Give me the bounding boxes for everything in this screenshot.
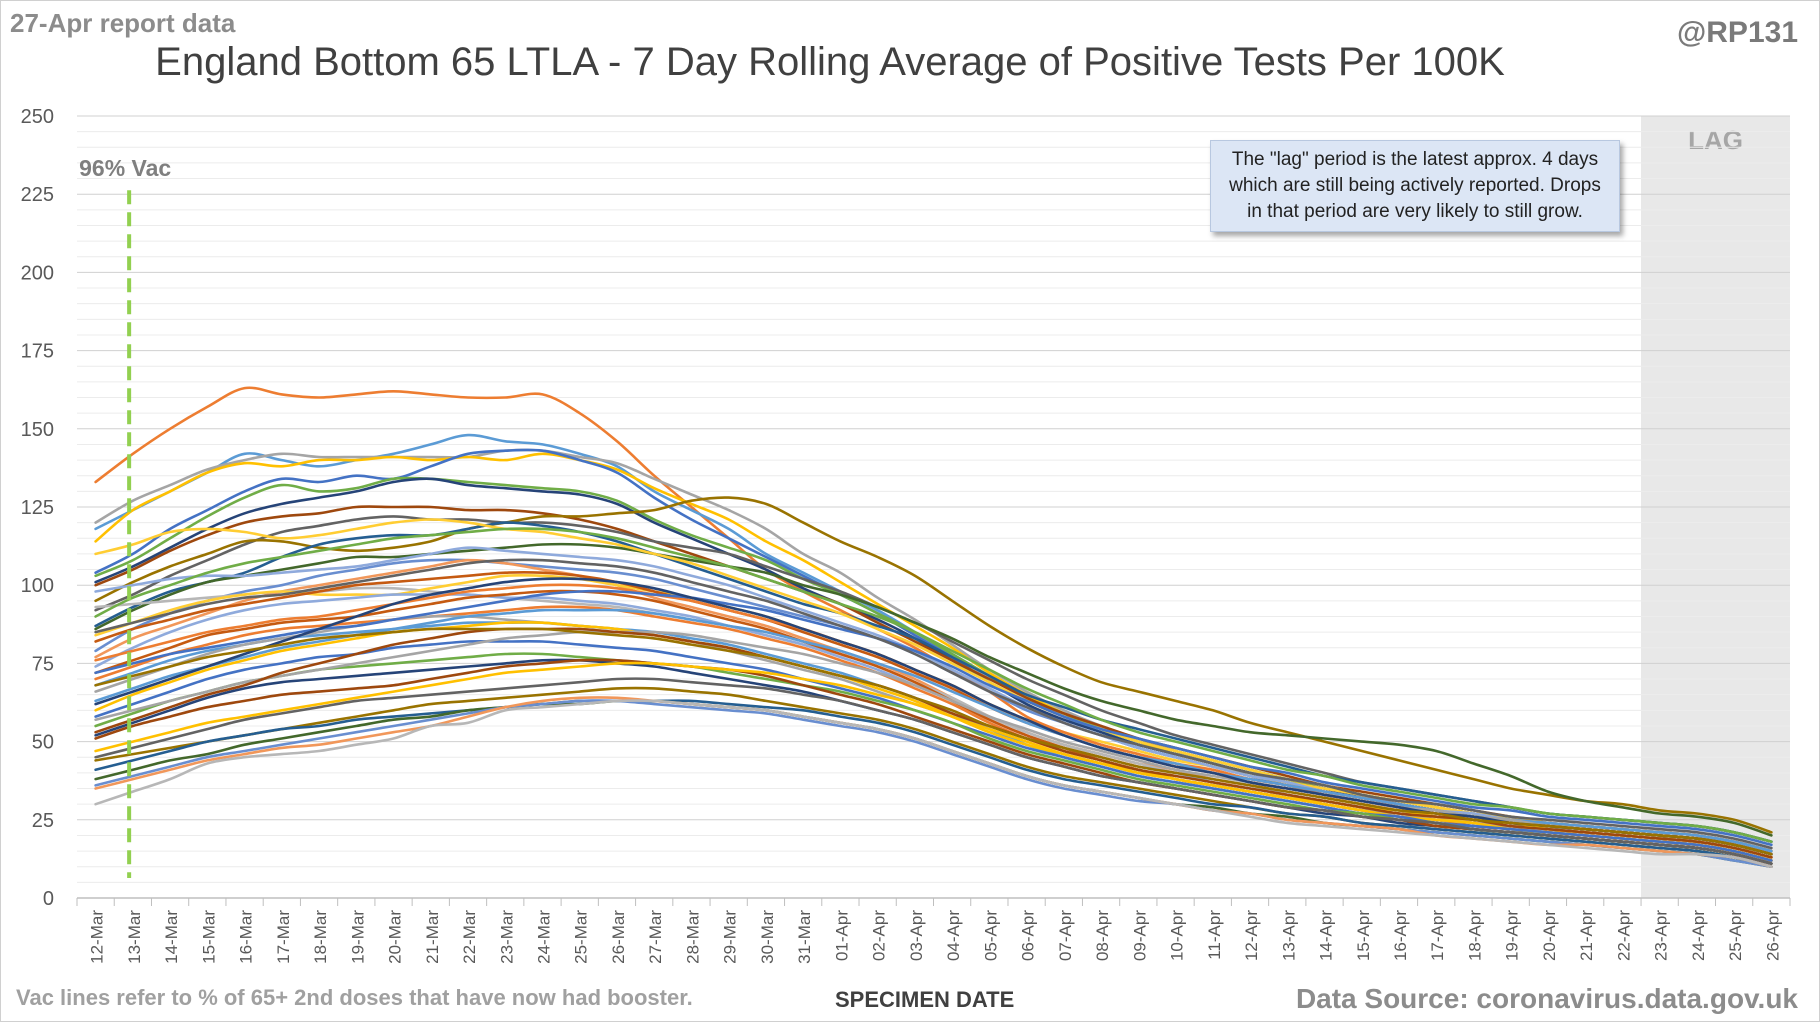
x-tick-label: 26-Mar [609,910,628,964]
x-tick-label: 15-Mar [199,910,218,964]
x-tick-label: 25-Mar [572,910,591,964]
series-line [94,577,1773,856]
series-line [94,542,1773,837]
chart-title: England Bottom 65 LTLA - 7 Day Rolling A… [155,40,1505,84]
series-line [94,699,1773,868]
series-line [94,589,1773,847]
x-tick-label: 20-Mar [386,910,405,964]
y-tick-label: 100 [21,575,54,597]
x-tick-label: 21-Apr [1577,910,1596,961]
x-tick-label: 04-Apr [944,910,963,961]
series-line [94,527,1773,843]
x-tick-label: 20-Apr [1540,910,1559,961]
vac-label: 96% Vac [79,155,171,181]
series-line [94,677,1773,865]
x-tick-label: 09-Apr [1130,910,1149,961]
series-line [94,699,1773,868]
x-tick-label: 14-Mar [162,910,181,964]
y-tick-label: 75 [32,653,54,675]
y-tick-label: 150 [21,419,54,441]
report-date: 27-Apr report data [10,8,236,38]
x-tick-label: 17-Mar [274,910,293,964]
x-tick-label: 18-Mar [311,910,330,964]
x-tick-label: 10-Apr [1168,910,1187,961]
series-lines [94,386,1773,868]
lag-note: The "lag" period is the latest approx. 4… [1210,140,1620,232]
author-handle: @RP131 [1677,16,1798,49]
x-tick-label: 31-Mar [795,910,814,964]
x-tick-label: 06-Apr [1019,910,1038,961]
x-tick-label: 12-Apr [1242,910,1261,961]
x-tick-label: 26-Apr [1763,910,1782,961]
series-line [94,621,1773,862]
series-line [94,496,1773,834]
x-tick-label: 22-Apr [1614,910,1633,961]
x-axis-label: SPECIMEN DATE [835,987,1015,1012]
series-line [94,630,1773,856]
x-tick-label: 19-Apr [1503,910,1522,961]
lag-label: LAG [1688,125,1743,155]
y-tick-label: 250 [21,106,54,128]
x-tick-label: 21-Mar [423,910,442,964]
series-line [94,546,1773,853]
gridlines [77,115,1790,899]
x-tick-label: 02-Apr [870,910,889,961]
x-tick-label: 25-Apr [1726,910,1745,961]
y-tick-label: 25 [32,810,54,832]
x-tick-label: 16-Apr [1391,910,1410,961]
x-tick-label: 11-Apr [1205,910,1224,960]
x-tick-label: 28-Mar [683,910,702,964]
x-tick-label: 27-Mar [646,910,665,964]
vac-footnote: Vac lines refer to % of 65+ 2nd doses th… [16,985,693,1010]
series-line [94,521,1773,843]
data-source: Data Source: coronavirus.data.gov.uk [1295,983,1798,1014]
y-tick-label: 175 [21,341,54,363]
x-tick-label: 23-Mar [497,910,516,964]
x-tick-label: 15-Apr [1354,910,1373,961]
series-line [94,518,1773,853]
x-tick-label: 12-Mar [88,910,107,964]
x-tick-label: 19-Mar [348,910,367,964]
x-tick-label: 13-Apr [1279,910,1298,961]
axes: 0 25 50 75 100 125 150 175 200 225 250 12-Mar 13-Mar… [21,106,1791,964]
y-tick-label: 0 [43,888,54,910]
x-tick-label: 30-Mar [758,910,777,964]
y-tick-label: 50 [32,732,54,754]
x-tick-label: 22-Mar [460,910,479,964]
series-line [94,558,1773,850]
x-tick-label: 24-Apr [1689,910,1708,961]
y-tick-label: 200 [21,262,54,284]
x-tick-label: 23-Apr [1652,910,1671,961]
x-tick-label: 07-Apr [1056,910,1075,961]
series-line [94,627,1773,856]
x-tick-label: 14-Apr [1317,910,1336,961]
x-tick-label: 16-Mar [237,910,256,964]
y-tick-label: 225 [21,184,54,206]
x-tick-label: 17-Apr [1428,910,1447,961]
x-tick-label: 24-Mar [534,910,553,964]
series-line [94,627,1773,859]
series-line [94,699,1773,868]
x-tick-label: 08-Apr [1093,910,1112,961]
y-tick-label: 125 [21,497,54,519]
x-tick-label: 29-Mar [721,910,740,964]
x-tick-label: 03-Apr [907,910,926,961]
x-tick-label: 05-Apr [981,910,1000,961]
vac-marker: 96% Vac [79,155,171,878]
x-tick-label: 01-Apr [832,910,851,961]
x-tick-label: 13-Mar [125,910,144,964]
x-tick-label: 18-Apr [1465,910,1484,961]
